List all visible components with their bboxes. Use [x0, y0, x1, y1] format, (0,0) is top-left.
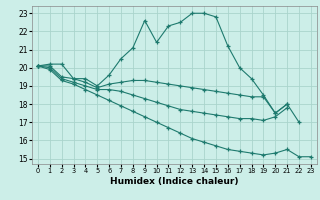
X-axis label: Humidex (Indice chaleur): Humidex (Indice chaleur) — [110, 177, 239, 186]
